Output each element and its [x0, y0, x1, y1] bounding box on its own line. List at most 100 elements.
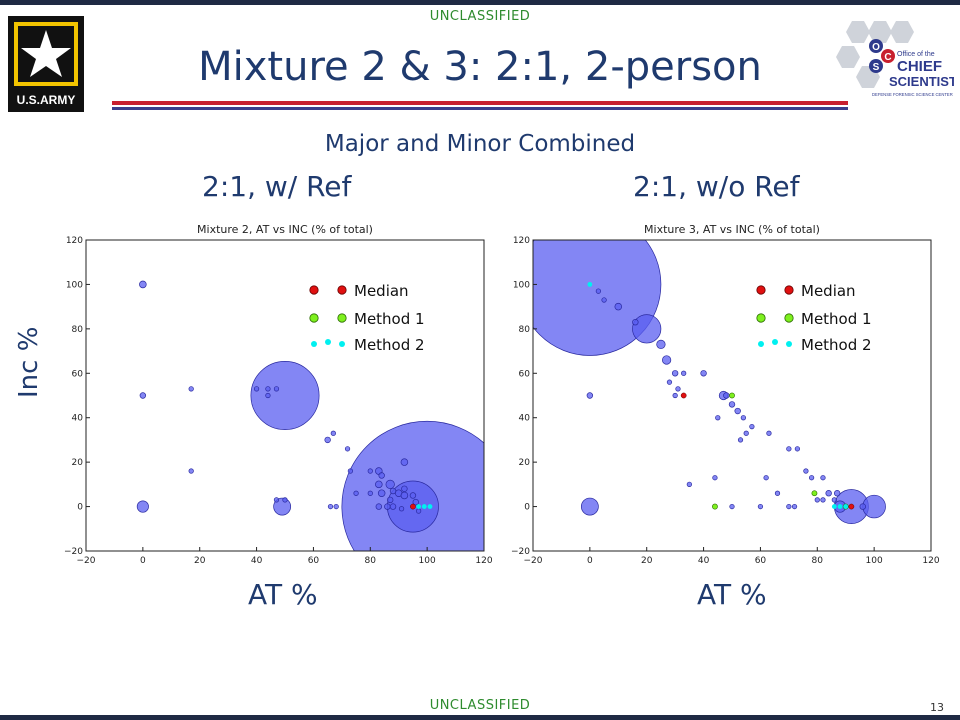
- legend-label: Median: [801, 282, 856, 300]
- data-bubble: [743, 430, 749, 436]
- x-tick-label: 80: [365, 556, 377, 566]
- bottom-border: [0, 715, 960, 720]
- data-bubble: [398, 506, 405, 512]
- x-tick-label: 20: [194, 556, 206, 566]
- data-bubble: [808, 475, 815, 481]
- svg-text:CHIEF: CHIEF: [897, 58, 942, 75]
- method1-point: [729, 392, 735, 399]
- data-bubble: [580, 497, 599, 516]
- title-rule-blue: [112, 107, 848, 110]
- legend-marker: [772, 339, 778, 345]
- data-bubble: [820, 497, 826, 503]
- method2-point: [587, 282, 593, 287]
- method2-point: [831, 504, 837, 509]
- x-tick-label: 40: [698, 556, 710, 566]
- data-bubble: [763, 475, 769, 481]
- data-bubble: [586, 392, 594, 399]
- data-bubble: [601, 297, 607, 303]
- data-bubble: [409, 492, 417, 499]
- method2-point: [843, 504, 849, 509]
- data-bubble: [737, 437, 744, 443]
- data-bubble: [265, 392, 271, 399]
- legend-marker: [786, 341, 792, 347]
- data-bubble: [632, 318, 639, 326]
- legend-marker: [758, 341, 764, 347]
- median-point: [410, 503, 416, 510]
- data-bubble: [740, 415, 746, 421]
- data-bubble: [324, 436, 331, 444]
- method2-point: [421, 504, 427, 509]
- data-bubble: [723, 392, 730, 399]
- data-bubble: [734, 407, 741, 415]
- chart-legend: Median Method 1 Method 2: [756, 282, 872, 354]
- plot-area: [136, 280, 484, 551]
- data-bubble: [712, 475, 718, 481]
- data-bubble: [401, 485, 408, 492]
- data-bubble: [347, 468, 354, 474]
- legend-marker: [339, 341, 345, 347]
- y-tick-label: 80: [519, 325, 531, 335]
- data-bubble: [273, 386, 280, 392]
- data-bubble: [139, 392, 147, 399]
- y-tick-label: −20: [511, 547, 530, 557]
- data-bubble: [333, 503, 339, 510]
- data-bubble: [375, 503, 383, 510]
- svg-text:SCIENTIST: SCIENTIST: [889, 74, 954, 89]
- data-bubble: [353, 490, 359, 496]
- method2-point: [416, 504, 422, 509]
- page-number: 13: [930, 701, 944, 714]
- method2-point: [837, 504, 843, 509]
- data-bubble: [136, 500, 149, 513]
- x-axis-label-right: AT %: [697, 578, 767, 611]
- y-axis-label: Inc %: [14, 326, 44, 398]
- x-tick-label: 120: [475, 556, 492, 566]
- data-bubble: [632, 314, 662, 344]
- svg-text:O: O: [872, 42, 880, 53]
- data-bubble: [367, 468, 373, 474]
- svg-text:Office of the: Office of the: [897, 51, 935, 58]
- data-bubble: [820, 475, 826, 481]
- median-point: [848, 503, 855, 510]
- data-bubble: [859, 503, 866, 510]
- mixture-3-scatter-chart: Mixture 3, AT vs INC (% of total) −20 0 20 4…: [511, 223, 940, 566]
- data-bubble: [833, 490, 841, 497]
- data-bubble: [385, 479, 395, 489]
- data-bubble: [282, 497, 288, 503]
- data-bubble: [250, 361, 320, 430]
- slide-title: Mixture 2 & 3: 2:1, 2-person: [198, 44, 762, 90]
- legend-label: Method 2: [801, 336, 872, 354]
- y-tick-label: 100: [513, 280, 530, 290]
- y-tick-label: 60: [72, 369, 84, 379]
- data-bubble: [672, 392, 678, 399]
- plot-frame: [85, 239, 485, 552]
- data-bubble: [728, 401, 736, 408]
- legend-marker: [337, 313, 347, 323]
- data-bubble: [700, 370, 707, 377]
- data-bubble: [671, 370, 679, 377]
- classification-top: UNCLASSIFIED: [429, 9, 531, 24]
- svg-text:DEFENSE FORENSIC SCIENCE CENTE: DEFENSE FORENSIC SCIENCE CENTER: [872, 92, 953, 97]
- data-bubble: [825, 490, 832, 497]
- x-tick-label: 100: [866, 556, 883, 566]
- data-bubble: [273, 497, 280, 503]
- data-bubble: [681, 370, 687, 376]
- legend-marker: [325, 339, 331, 345]
- y-tick-label: −20: [64, 547, 83, 557]
- y-tick-label: 40: [519, 414, 531, 424]
- data-bubble: [367, 490, 373, 496]
- data-bubble: [749, 423, 755, 430]
- data-bubble: [656, 339, 666, 350]
- x-tick-label: 80: [812, 556, 824, 566]
- legend-marker: [337, 285, 347, 295]
- legend-marker: [756, 313, 766, 323]
- svg-text:S: S: [873, 62, 880, 73]
- right-chart-heading: 2:1, w/o Ref: [633, 170, 800, 203]
- data-bubble: [595, 288, 602, 294]
- data-bubble: [662, 355, 672, 365]
- method2-point: [427, 504, 433, 509]
- chart-legend: Median Method 1 Method 2: [309, 282, 425, 354]
- legend-marker: [309, 285, 319, 295]
- data-bubble: [415, 508, 422, 514]
- data-bubble: [400, 458, 409, 466]
- y-tick-label: 120: [66, 236, 83, 246]
